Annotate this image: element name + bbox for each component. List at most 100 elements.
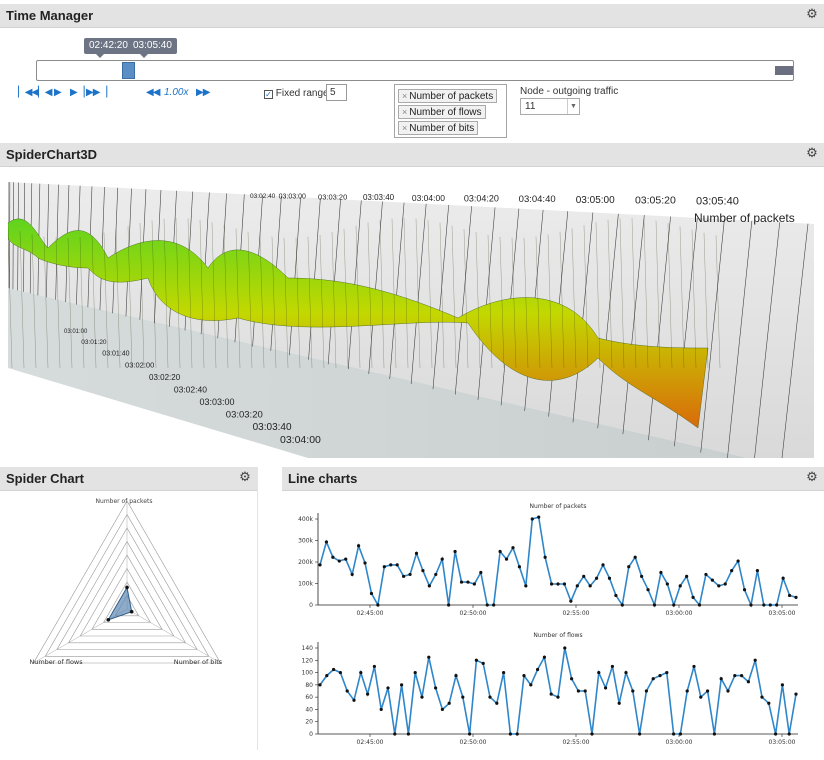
data-point xyxy=(597,671,600,674)
spider-axes xyxy=(33,501,220,663)
data-point xyxy=(453,550,456,553)
data-point xyxy=(505,558,508,561)
data-point xyxy=(788,594,791,597)
data-point xyxy=(658,674,661,677)
spiderchart3d-title: SpiderChart3D xyxy=(6,147,97,162)
data-point xyxy=(509,732,512,735)
gear-icon[interactable]: ⚙ xyxy=(805,146,819,160)
data-point xyxy=(486,603,489,606)
data-point xyxy=(698,603,701,606)
data-point xyxy=(346,689,349,692)
data-point xyxy=(550,582,553,585)
line-charts-title: Line charts xyxy=(288,471,357,486)
data-point xyxy=(769,603,772,606)
slower-icon[interactable]: ◀◀ xyxy=(146,87,159,98)
data-point xyxy=(318,683,321,686)
spider-chart-canvas: Number of packets Number of flows Number… xyxy=(0,491,258,751)
metrics-multiselect[interactable]: ×Number of packets ×Number of flows ×Num… xyxy=(394,84,507,138)
data-point xyxy=(691,596,694,599)
data-point xyxy=(339,671,342,674)
gear-icon[interactable]: ⚙ xyxy=(805,470,819,484)
data-point xyxy=(666,582,669,585)
data-point xyxy=(724,582,727,585)
spider-axis-label-bits: Number of bits xyxy=(174,658,223,666)
data-point xyxy=(754,659,757,662)
data-point xyxy=(590,732,593,735)
metric-tag-packets[interactable]: ×Number of packets xyxy=(398,89,497,103)
y-tick-label: 200k xyxy=(298,559,313,566)
data-point xyxy=(659,571,662,574)
time-slider-end-handle[interactable] xyxy=(775,63,793,78)
data-point xyxy=(611,665,614,668)
data-point xyxy=(627,565,630,568)
spider3d-left-time-label: 03:02:00 xyxy=(125,361,154,370)
data-point xyxy=(781,683,784,686)
data-point xyxy=(563,582,566,585)
data-point xyxy=(511,546,514,549)
time-manager-header: Time Manager ⚙ xyxy=(0,4,824,28)
data-point xyxy=(402,575,405,578)
skip-first-icon[interactable]: ▏◀◀ xyxy=(18,87,38,98)
data-point xyxy=(685,575,688,578)
data-point xyxy=(473,582,476,585)
remove-icon[interactable]: × xyxy=(402,91,407,101)
play-icon[interactable]: ▶ xyxy=(54,87,61,98)
data-point xyxy=(679,732,682,735)
metric-tag-bits[interactable]: ×Number of bits xyxy=(398,121,478,135)
spider3d-left-time-label: 03:03:40 xyxy=(253,422,292,433)
data-point xyxy=(428,584,431,587)
step-back-icon[interactable]: ▏◀ xyxy=(38,87,51,98)
data-point xyxy=(531,517,534,520)
y-tick-label: 20 xyxy=(305,719,313,726)
faster-icon[interactable]: ▶▶ xyxy=(196,87,209,98)
data-point xyxy=(749,603,752,606)
flows-line-chart: Number of flows02040608010012014002:45:0… xyxy=(282,630,812,760)
data-point xyxy=(638,732,641,735)
series-line xyxy=(320,517,796,605)
data-point xyxy=(737,559,740,562)
data-point xyxy=(550,692,553,695)
fixed-range-control[interactable]: ✓ Fixed range: xyxy=(264,88,331,99)
fixed-range-input[interactable]: 5 xyxy=(326,84,347,101)
data-point xyxy=(679,584,682,587)
spider3d-left-time-label: 03:03:20 xyxy=(226,409,263,420)
data-point xyxy=(756,569,759,572)
data-point xyxy=(366,692,369,695)
remove-icon[interactable]: × xyxy=(402,107,407,117)
time-manager-panel: Time Manager ⚙ 02:42:20 03:05:40 ▏◀◀ ▏◀ … xyxy=(0,4,824,138)
spider3d-left-time-label: 03:02:20 xyxy=(149,373,181,382)
gear-icon[interactable]: ⚙ xyxy=(805,7,819,21)
line-charts-header: Line charts ⚙ xyxy=(282,467,824,491)
gear-icon[interactable]: ⚙ xyxy=(238,470,252,484)
node-select[interactable]: 11 ▼ xyxy=(520,98,580,115)
skip-last-icon[interactable]: ▶▶▕ xyxy=(86,87,106,98)
data-point xyxy=(466,580,469,583)
y-tick-label: 400k xyxy=(298,516,313,523)
data-point xyxy=(640,575,643,578)
spider-axis-label-packets: Number of packets xyxy=(96,498,153,505)
x-tick-label: 03:00:00 xyxy=(666,739,693,746)
data-point xyxy=(544,556,547,559)
time-slider[interactable] xyxy=(36,60,794,81)
y-tick-label: 140 xyxy=(302,645,314,652)
spider3d-top-time-label: 03:04:20 xyxy=(464,194,499,204)
data-point xyxy=(344,558,347,561)
step-forward-icon[interactable]: ▶▕ xyxy=(70,87,83,98)
spider3d-left-time-label: 03:01:00 xyxy=(64,329,88,335)
spider-point xyxy=(130,610,134,614)
data-point xyxy=(427,656,430,659)
data-point xyxy=(468,732,471,735)
data-point xyxy=(582,575,585,578)
spider3d-left-time-label: 03:01:40 xyxy=(102,351,129,358)
spider3d-left-time-label: 03:02:40 xyxy=(174,384,207,394)
y-tick-label: 0 xyxy=(309,731,313,738)
fixed-range-checkbox[interactable]: ✓ xyxy=(264,90,273,99)
remove-icon[interactable]: × xyxy=(402,123,407,133)
data-point xyxy=(524,584,527,587)
time-slider-range-handle[interactable] xyxy=(122,62,135,79)
spider3d-top-time-label: 03:03:40 xyxy=(363,193,395,202)
data-point xyxy=(743,588,746,591)
data-point xyxy=(584,689,587,692)
metric-tag-flows[interactable]: ×Number of flows xyxy=(398,105,486,119)
